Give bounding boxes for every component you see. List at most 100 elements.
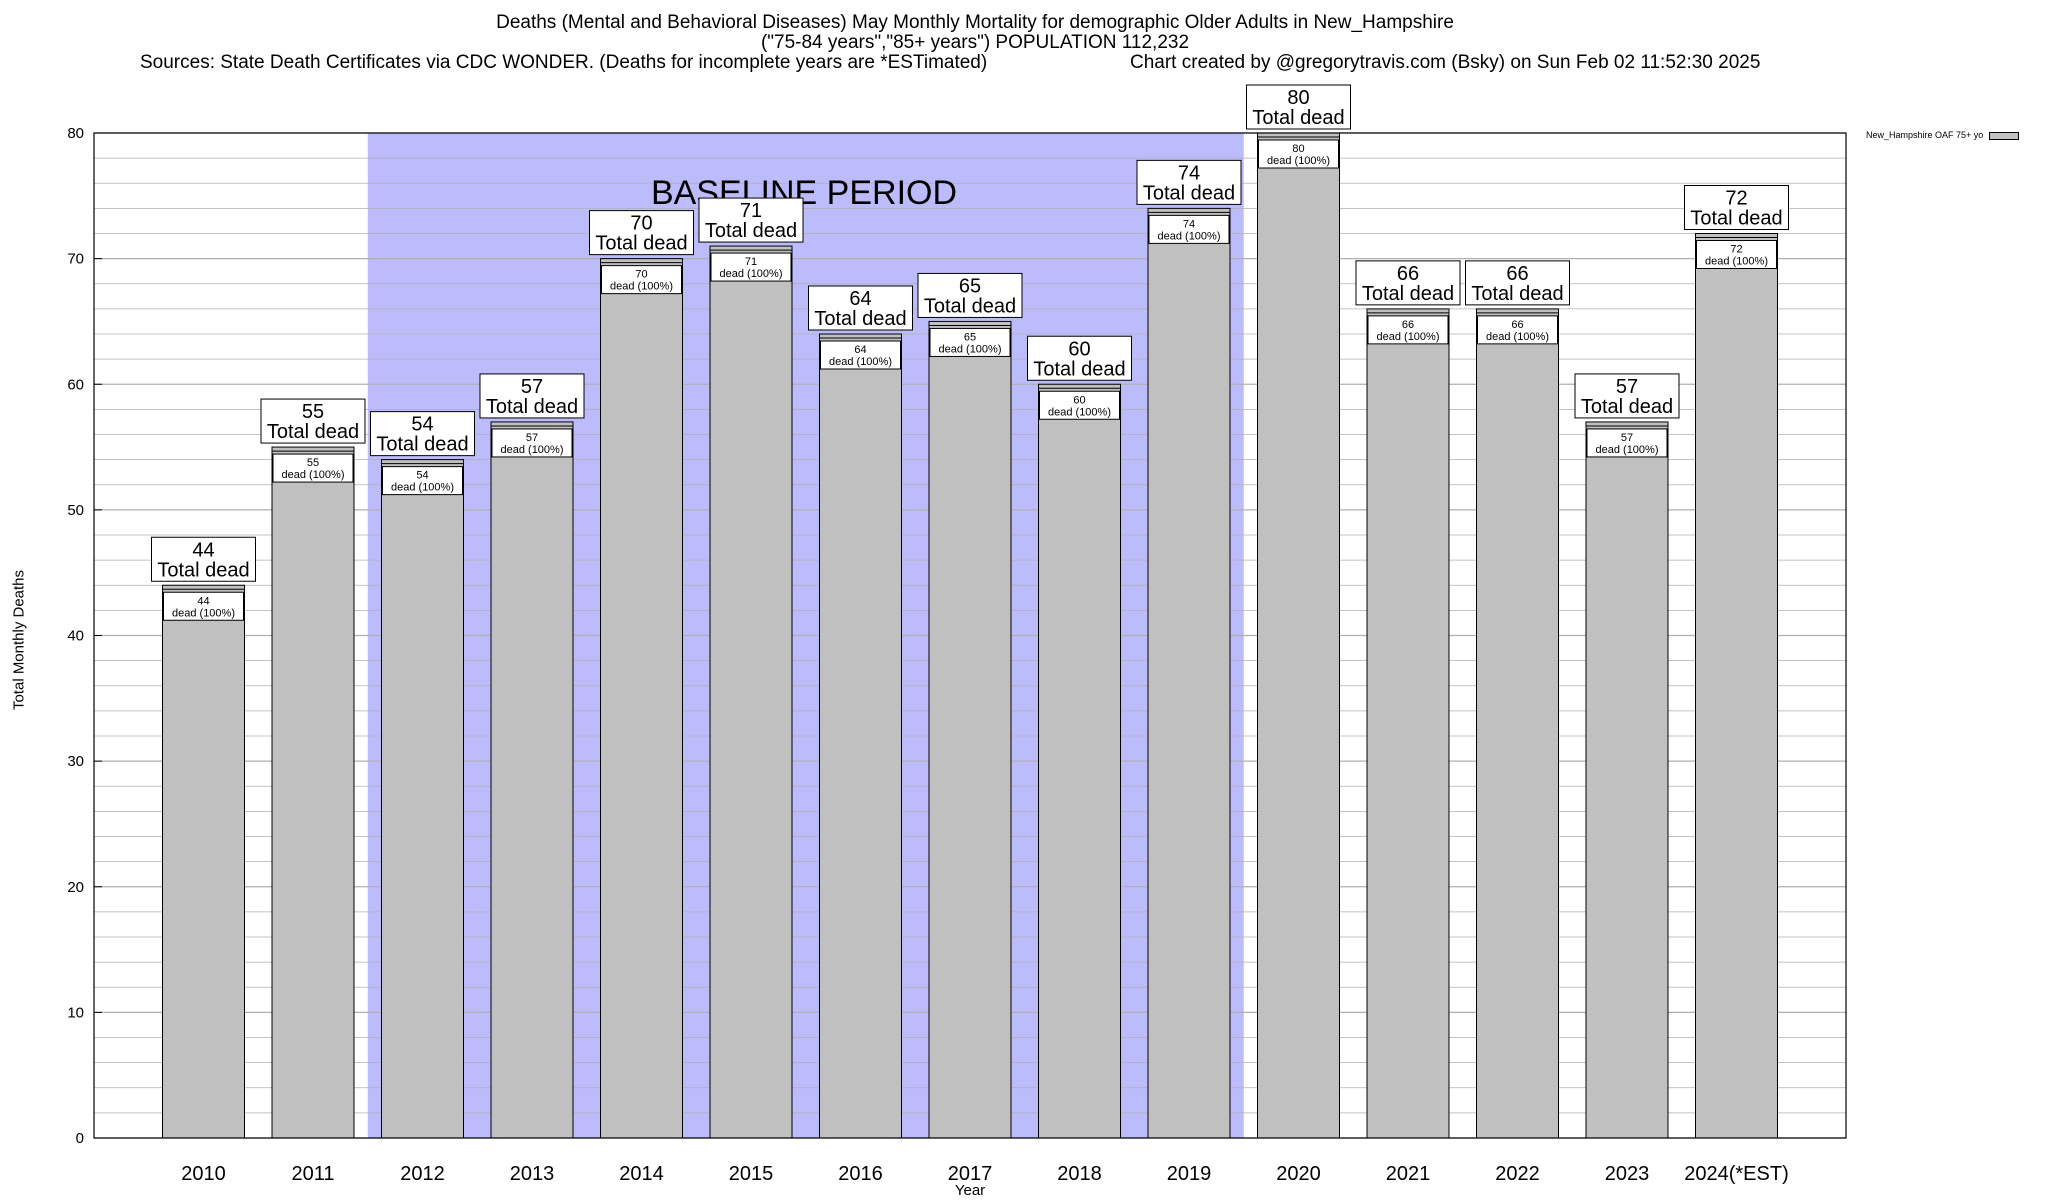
bar-total-value: 54: [411, 414, 433, 436]
legend-swatch: [1989, 131, 2020, 140]
chart-subtitle: ("75-84 years","85+ years") POPULATION 1…: [760, 32, 1190, 53]
bar-inner-value: 57: [1621, 432, 1633, 444]
bar-total-label-box: [1574, 373, 1680, 419]
bar-inner-label: dead (100%): [282, 469, 345, 481]
bar: [490, 421, 574, 1139]
bar-total-label: Total dead: [157, 559, 249, 581]
bar-inner-value: 66: [1402, 319, 1414, 331]
y-tick-label: 30: [67, 753, 84, 770]
bar-total-value: 66: [1397, 263, 1419, 285]
bar-inner-label-box: [1258, 139, 1339, 169]
bar-inner-label: dead (100%): [391, 482, 454, 494]
chart-title: Deaths (Mental and Behavioral Diseases) …: [496, 12, 1454, 33]
bar-inner-value: 66: [1511, 319, 1523, 331]
bar-inner-label-box: [1696, 240, 1777, 269]
bar-total-label: Total dead: [1143, 182, 1235, 204]
bar-total-value: 71: [740, 200, 762, 222]
bar: [162, 584, 245, 1139]
bar-total-label-box: [917, 272, 1023, 318]
bar-inner-label-box: [710, 252, 792, 282]
bar: [709, 245, 793, 1139]
bar-total-value: 72: [1725, 188, 1747, 210]
bar-total-value: 70: [630, 213, 652, 235]
x-tick-label: 2010: [181, 1163, 226, 1185]
x-tick-label: 2011: [291, 1163, 334, 1185]
bar-inner-label: dead (100%): [1267, 155, 1330, 167]
y-tick-label: 0: [76, 1130, 84, 1147]
bar-inner-label-box: [491, 428, 573, 458]
x-tick-label: 2024(*EST): [1684, 1163, 1789, 1185]
bar: [381, 459, 464, 1139]
bar: [1476, 308, 1559, 1139]
x-tick-label: 2019: [1167, 1163, 1212, 1185]
bar-inner-value: 44: [197, 595, 209, 607]
y-tick-label: 50: [67, 502, 84, 519]
bar-total-label-box: [151, 536, 256, 582]
bar-total-label-box: [260, 398, 366, 444]
bar-total-label-box: [589, 210, 694, 256]
bar-inner-value: 70: [635, 269, 647, 281]
x-tick-label: 2017: [948, 1163, 993, 1185]
bar-inner-value: 71: [745, 256, 757, 268]
bar-inner-label: dead (100%): [1377, 331, 1440, 343]
x-tick-label: 2018: [1057, 1163, 1102, 1185]
bar-total-label: Total dead: [814, 308, 906, 330]
bar-total-value: 44: [192, 539, 214, 561]
bar-inner-value: 74: [1183, 218, 1195, 230]
bar-total-label-box: [1355, 260, 1461, 306]
x-tick-label: 2015: [729, 1163, 774, 1185]
y-tick-label: 40: [67, 628, 84, 645]
x-tick-label: 2023: [1605, 1163, 1650, 1185]
bar-inner-label-box: [163, 591, 244, 621]
bar-total-label: Total dead: [595, 233, 687, 255]
bar-inner-label: dead (100%): [501, 444, 564, 456]
bar-inner-label-box: [272, 453, 354, 483]
bar-total-label: Total dead: [705, 220, 797, 242]
bar-inner-label: dead (100%): [1158, 230, 1221, 242]
bar-inner-label: dead (100%): [1596, 444, 1659, 456]
bar-total-label-box: [1684, 185, 1789, 230]
y-tick-label: 20: [67, 879, 84, 896]
bar-inner-label-box: [820, 340, 901, 370]
bar-total-value: 80: [1287, 87, 1309, 109]
bar: [1585, 421, 1669, 1139]
bar-total-value: 66: [1506, 263, 1528, 285]
x-tick-label: 2021: [1386, 1163, 1431, 1185]
bar: [1038, 383, 1121, 1139]
bar-total-value: 57: [1616, 376, 1638, 398]
bar-inner-value: 72: [1730, 244, 1742, 256]
bar-total-label: Total dead: [924, 295, 1016, 317]
bar-inner-value: 55: [307, 457, 319, 469]
bar-total-label: Total dead: [1471, 283, 1563, 305]
bar-inner-label-box: [929, 327, 1011, 357]
bar-total-label: Total dead: [1033, 358, 1125, 380]
bar: [1257, 132, 1340, 1139]
bar-inner-label-box: [1367, 315, 1449, 345]
chart-credit: Chart created by @gregorytravis.com (Bsk…: [1130, 52, 1761, 73]
bar-inner-label: dead (100%): [610, 281, 673, 293]
bar-total-label-box: [808, 285, 913, 331]
bar: [1366, 308, 1450, 1139]
bar-inner-label-box: [1039, 390, 1120, 420]
chart-sources: Sources: State Death Certificates via CD…: [140, 52, 988, 73]
bar: [600, 258, 683, 1139]
bar-total-label: Total dead: [1362, 283, 1454, 305]
bar-inner-label: dead (100%): [1705, 256, 1768, 268]
bar-total-label: Total dead: [1252, 107, 1344, 129]
bar: [928, 320, 1012, 1139]
legend: New_Hampshire OAF 75+ yo: [1866, 130, 2020, 140]
x-tick-label: 2020: [1276, 1163, 1321, 1185]
x-tick-label: 2022: [1495, 1163, 1540, 1185]
y-tick-label: 70: [67, 251, 84, 268]
bar-total-label: Total dead: [267, 421, 359, 443]
bar-total-value: 60: [1068, 338, 1090, 360]
bar-total-value: 57: [521, 376, 543, 398]
y-tick-label: 10: [67, 1004, 84, 1021]
bar-inner-label-box: [1586, 428, 1668, 458]
baseline-label: BASELINE PERIOD: [651, 174, 957, 212]
bar-total-label-box: [370, 411, 475, 457]
bar-inner-label: dead (100%): [1048, 406, 1111, 418]
bar-inner-value: 60: [1073, 394, 1085, 406]
x-tick-label: 2012: [400, 1163, 445, 1185]
bar-total-label: Total dead: [1581, 396, 1673, 418]
